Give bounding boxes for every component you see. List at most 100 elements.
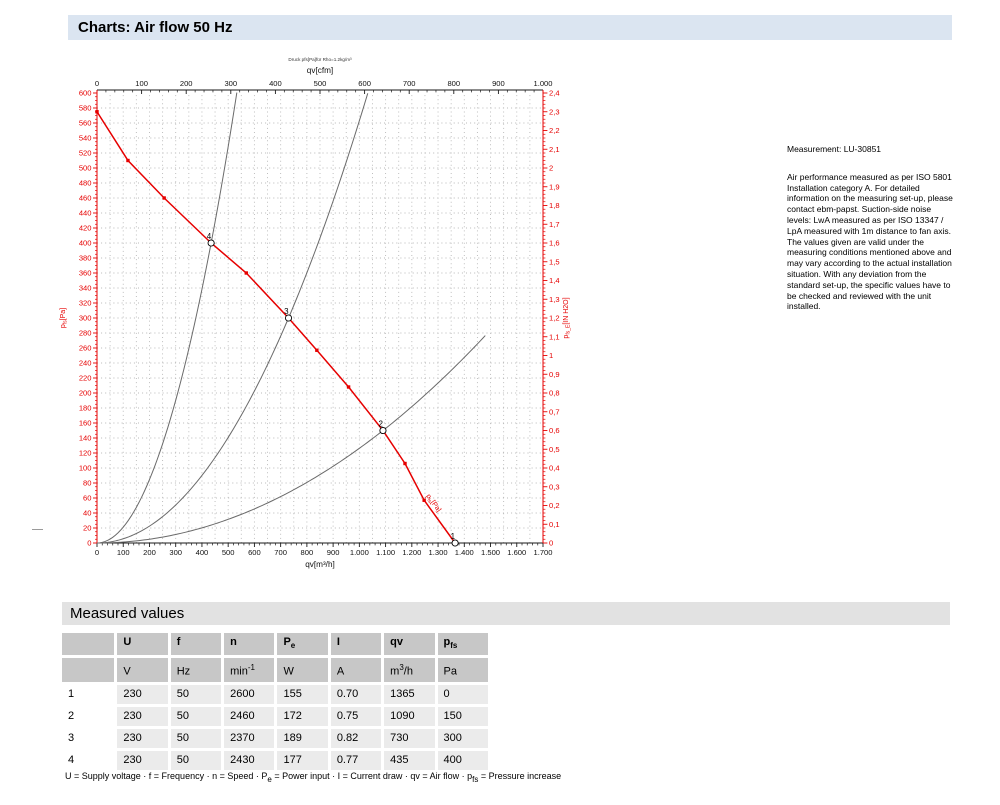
chart-grid xyxy=(97,93,543,543)
svg-text:520: 520 xyxy=(79,149,92,158)
operating-point-number: 1 xyxy=(451,532,456,541)
svg-text:1.500: 1.500 xyxy=(481,548,500,557)
svg-text:0,3: 0,3 xyxy=(549,482,560,491)
page-title: Charts: Air flow 50 Hz xyxy=(78,19,233,36)
svg-text:1,1: 1,1 xyxy=(549,332,560,341)
svg-text:1.000: 1.000 xyxy=(350,548,369,557)
svg-text:580: 580 xyxy=(79,104,92,113)
svg-text:1,7: 1,7 xyxy=(549,220,560,229)
svg-text:1,9: 1,9 xyxy=(549,182,560,191)
svg-text:40: 40 xyxy=(83,509,91,518)
svg-text:300: 300 xyxy=(169,548,182,557)
svg-text:0,9: 0,9 xyxy=(549,370,560,379)
value-cell: 2600 xyxy=(224,684,275,704)
operating-point xyxy=(379,426,387,435)
value-cell: 230 xyxy=(117,728,168,748)
svg-text:700: 700 xyxy=(403,79,416,88)
system-curves xyxy=(96,92,486,544)
svg-text:1.300: 1.300 xyxy=(429,548,448,557)
value-cell: 230 xyxy=(117,750,168,770)
chart-axis-right: 0 0,1 0,2 0,3 0,4 0,5 0,6 0,7 0,8 0,9 1 1,1 1,2 1,3 1,… xyxy=(542,89,572,548)
svg-text:180: 180 xyxy=(79,404,92,413)
value-cell: 50 xyxy=(170,728,222,748)
header-cell-qv: qv xyxy=(384,633,435,656)
chart-axis-left: 0 20 40 60 80 100 120 140 160 180 200 220 240 260 280 3… xyxy=(60,89,98,548)
operating-point xyxy=(207,239,215,247)
bottom-axis-title: qv[m³/h] xyxy=(305,560,335,569)
left-axis-title: pfs[Pa] xyxy=(60,308,69,328)
measurement-id: Measurement: LU-30851 xyxy=(787,144,882,154)
unit-cell-v: V xyxy=(117,658,168,682)
measured-values-title: Measured values xyxy=(70,605,185,622)
svg-text:700: 700 xyxy=(274,548,287,557)
system-curve xyxy=(96,93,369,544)
curve-marker xyxy=(126,158,130,163)
svg-text:420: 420 xyxy=(79,224,92,233)
svg-text:2,4: 2,4 xyxy=(549,89,560,98)
svg-text:100: 100 xyxy=(135,79,148,88)
curve-marker xyxy=(403,461,407,466)
svg-text:260: 260 xyxy=(79,344,92,353)
svg-text:460: 460 xyxy=(79,194,92,203)
operating-point-number: 2 xyxy=(379,419,384,428)
operating-point xyxy=(451,539,459,547)
header-cell-blank xyxy=(62,633,115,656)
svg-text:1.200: 1.200 xyxy=(402,548,421,557)
svg-text:0,1: 0,1 xyxy=(549,520,560,529)
svg-text:340: 340 xyxy=(79,284,92,293)
value-cell: 0.82 xyxy=(330,728,382,748)
svg-text:200: 200 xyxy=(79,389,92,398)
svg-text:1.100: 1.100 xyxy=(376,548,395,557)
system-curve xyxy=(96,335,486,544)
value-cell: 230 xyxy=(117,684,168,704)
header-cell-n: n xyxy=(224,633,275,656)
unit-cell-min: min-1 xyxy=(224,658,275,682)
svg-text:1: 1 xyxy=(549,351,553,360)
row-number: 4 xyxy=(68,753,75,766)
svg-text:2,2: 2,2 xyxy=(549,126,560,135)
value-cell: 730 xyxy=(384,728,435,748)
svg-text:140: 140 xyxy=(79,434,92,443)
svg-text:220: 220 xyxy=(79,374,92,383)
svg-text:0,6: 0,6 xyxy=(549,426,560,435)
table-row: 4 230 50 2430 177 0.77 435 400 xyxy=(62,750,488,770)
svg-text:380: 380 xyxy=(79,254,92,263)
page-title-bar: Charts: Air flow 50 Hz xyxy=(68,15,952,40)
measured-values-header-bar: Measured values xyxy=(62,602,950,625)
value-cell: 189 xyxy=(277,728,328,748)
svg-text:900: 900 xyxy=(492,79,505,88)
svg-text:2,1: 2,1 xyxy=(549,145,560,154)
svg-text:240: 240 xyxy=(79,359,92,368)
svg-text:560: 560 xyxy=(79,119,92,128)
value-cell: 155 xyxy=(277,684,328,704)
value-cell: 150 xyxy=(437,706,488,726)
operating-point-number: 3 xyxy=(284,307,289,316)
header-cell-pfs: pfs xyxy=(437,633,488,656)
value-cell: 1090 xyxy=(384,706,435,726)
unit-cell-a: A xyxy=(330,658,382,682)
operating-point-number: 4 xyxy=(207,232,212,241)
value-cell: 2430 xyxy=(224,750,275,770)
table-units-row: V Hz min-1 W A m3/h Pa xyxy=(62,658,488,682)
svg-text:280: 280 xyxy=(79,329,92,338)
value-cell: 50 xyxy=(170,706,222,726)
svg-text:540: 540 xyxy=(79,134,92,143)
top-axis-title: qv[cfm] xyxy=(307,66,333,75)
curve-marker xyxy=(162,196,166,200)
row-number: 2 xyxy=(68,709,75,722)
table-row: 1 230 50 2600 155 0.70 1365 0 xyxy=(62,684,488,704)
value-cell: 400 xyxy=(437,750,488,770)
curve-marker xyxy=(422,498,426,502)
svg-text:360: 360 xyxy=(79,269,92,278)
chart-axis-top: Druck pfs[Pa]für Rho=1.2kg/m³ qv[cfm] 0 100… xyxy=(95,57,553,94)
svg-text:0: 0 xyxy=(95,548,99,557)
fan-curve: pfs[Pa] xyxy=(95,110,456,544)
svg-text:0: 0 xyxy=(549,539,553,548)
svg-text:120: 120 xyxy=(79,449,92,458)
svg-text:1.600: 1.600 xyxy=(507,548,526,557)
unit-cell-blank xyxy=(62,658,115,682)
row-number: 3 xyxy=(68,731,75,744)
svg-text:0,4: 0,4 xyxy=(549,464,560,473)
value-cell: 435 xyxy=(384,750,435,770)
